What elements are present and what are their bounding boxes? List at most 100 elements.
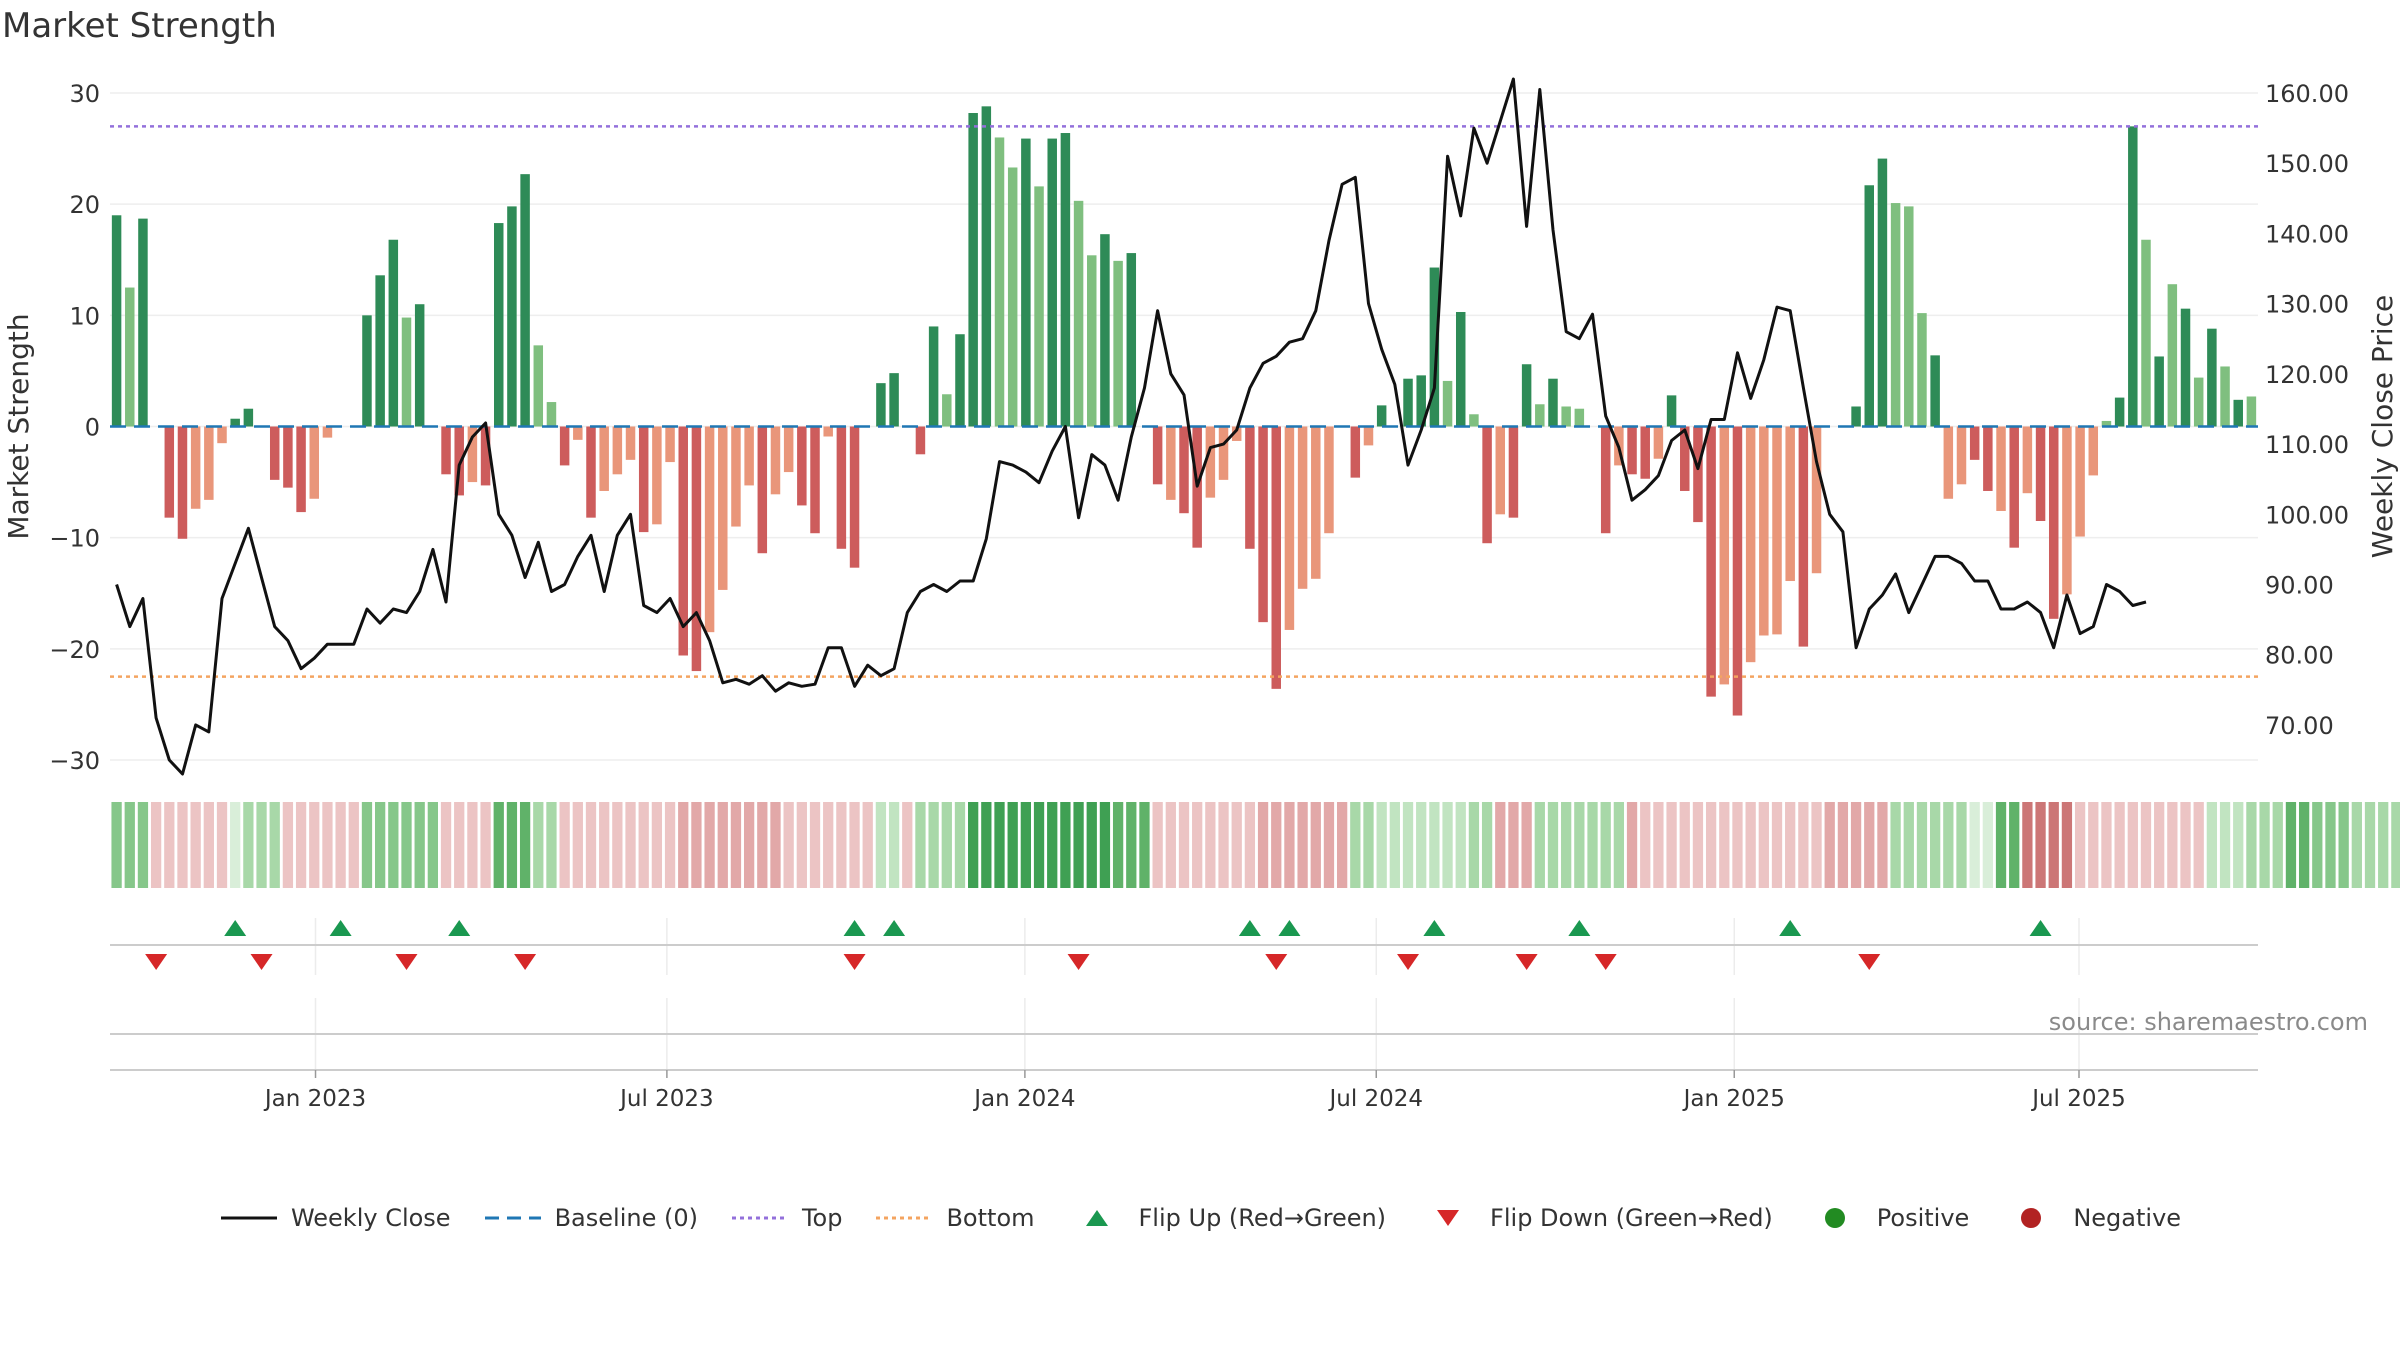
strength-bar [652, 426, 662, 525]
strength-strip-cell [2180, 802, 2191, 888]
strength-strip-cell [1376, 802, 1387, 888]
legend-label: Top [801, 1204, 843, 1232]
strength-strip-cell [849, 802, 860, 888]
strength-strip-cell [638, 802, 649, 888]
strength-bar [1047, 138, 1057, 427]
strength-strip-cell [1047, 802, 1058, 888]
x-tick-label: Jul 2023 [618, 1086, 714, 1112]
strength-strip-cell [519, 802, 531, 888]
strength-strip-cell [862, 802, 873, 888]
strength-strip-cell [1640, 802, 1651, 888]
x-tick-label: Jan 2025 [1682, 1086, 1785, 1112]
strength-strip-cell [2285, 802, 2297, 888]
strength-bar [322, 426, 333, 438]
strength-bar [625, 426, 636, 460]
strength-bar [1073, 200, 1084, 427]
strength-bar [283, 426, 293, 488]
y2-tick-label: 120.00 [2265, 361, 2349, 389]
strength-bar [942, 394, 952, 427]
strength-bar [1996, 426, 2006, 511]
strength-bar [2009, 426, 2019, 548]
legend-label: Negative [2073, 1204, 2182, 1232]
strength-bar [2180, 308, 2191, 427]
strength-strip-cell [282, 802, 294, 888]
strength-strip-cell [2338, 802, 2349, 888]
strength-strip-cell [2325, 802, 2336, 888]
x-tick-label: Jul 2025 [2030, 1086, 2126, 1112]
strength-strip-cell [651, 802, 663, 888]
strength-strip-cell [1916, 802, 1928, 888]
strength-bar [1864, 185, 1874, 427]
strength-bar [230, 418, 240, 427]
strength-strip-cell [1363, 802, 1374, 888]
strength-strip-cell [941, 802, 952, 888]
x-tick-label: Jul 2024 [1327, 1086, 1423, 1112]
flip-down-marker [250, 954, 273, 970]
strength-bar [309, 426, 320, 499]
strength-bar [2035, 426, 2046, 521]
strength-bar [362, 315, 372, 427]
strength-bar [559, 426, 570, 466]
x-tick-label: Jan 2023 [263, 1086, 366, 1112]
strength-bar [1877, 158, 1888, 427]
strength-bar [520, 174, 530, 427]
strength-strip-cell [2364, 802, 2376, 888]
strength-strip-cell [1126, 802, 1137, 888]
strength-bar [269, 426, 280, 480]
strength-bar [889, 373, 899, 427]
flip-up-marker [1568, 920, 1591, 936]
strength-bar [1719, 426, 1730, 685]
flip-up-marker [883, 920, 906, 936]
strength-bar [1508, 426, 1519, 518]
strength-bar [1350, 426, 1361, 478]
strength-bar [678, 426, 688, 656]
strength-strip-cell [322, 802, 333, 888]
strength-strip-cell [1561, 802, 1572, 888]
strength-strip-cell [1429, 802, 1440, 888]
strength-strip-cell [704, 802, 715, 888]
flip-up-marker [2029, 920, 2052, 936]
strength-strip-cell [1099, 802, 1111, 888]
strength-strip-cell [1060, 802, 1071, 888]
strength-strip-cell [796, 802, 807, 888]
strength-bar [1495, 426, 1506, 515]
strength-strip-cell [2351, 802, 2362, 888]
strength-strip-cell [150, 802, 162, 888]
strength-bar [1772, 426, 1782, 635]
legend-item-flip-down: Flip Down (Green→Red) [1418, 1204, 1773, 1232]
strength-strip-cell [2061, 802, 2073, 888]
strength-bar [2207, 328, 2217, 427]
strength-strip-cell [1073, 802, 1084, 888]
strength-strip-cell [1811, 802, 1822, 888]
strength-strip-cell [954, 802, 966, 888]
x-axis: Jan 2023 Jul 2023 Jan 2024 Jul 2024 Jan 2025… [110, 1069, 2258, 1112]
source-note: source: sharemaestro.com [2048, 1008, 2368, 1036]
strength-strip-cell [1969, 802, 1980, 888]
strength-strip-cell [137, 802, 149, 888]
strength-strip-cell [1284, 802, 1295, 888]
flip-down-marker [1397, 954, 1420, 970]
strength-bar [546, 402, 557, 427]
strength-bar [586, 426, 596, 518]
strength-strip-cell [1824, 802, 1835, 888]
strength-strip-cell [1192, 802, 1203, 888]
strength-strip-cell [1271, 802, 1282, 888]
strength-bar [1271, 426, 1281, 689]
strength-bar [1653, 426, 1664, 459]
strength-bar [1311, 426, 1321, 579]
strength-strip-cell [1468, 802, 1480, 888]
strength-strip-cell [888, 802, 900, 888]
chart-legend: Weekly Close Baseline (0) Top Bottom Flip Up… [0, 1198, 2400, 1238]
strength-strip-cell [572, 802, 583, 888]
strength-bar [375, 275, 385, 427]
strength-strip-cell [678, 802, 689, 888]
strength-bar [2075, 426, 2085, 537]
strength-strip-cell [757, 802, 768, 888]
strength-bar [915, 426, 926, 455]
strength-strip-cell [902, 802, 913, 888]
strength-strip-cell [1587, 802, 1598, 888]
strength-bar [876, 383, 886, 427]
strength-strip-cell [2088, 802, 2099, 888]
flip-up-marker [843, 920, 866, 936]
